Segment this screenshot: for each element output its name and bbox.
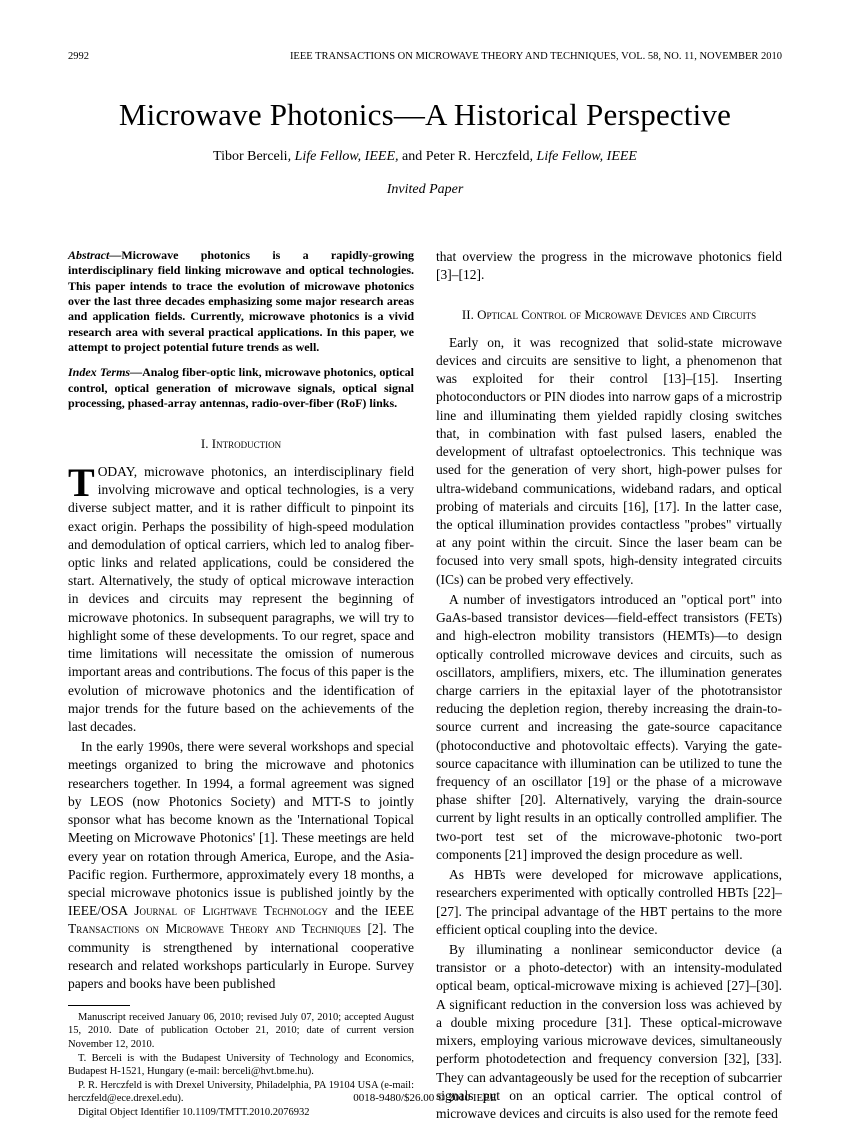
page-footer: 0018-9480/$26.00 © 2010 IEEE <box>0 1091 850 1106</box>
footnote-manuscript: Manuscript received January 06, 2010; re… <box>68 1011 414 1050</box>
abstract-block: Abstract—Microwave photonics is a rapidl… <box>68 248 414 356</box>
intro-paragraph-1: TODAY, microwave photonics, an interdisc… <box>68 463 414 736</box>
right-column: that overview the progress in the microw… <box>436 248 782 1125</box>
abstract-label: Abstract— <box>68 248 121 262</box>
intro-p2b: and the IEEE <box>328 903 414 918</box>
journal-jlt: Journal of Lightwave Technology <box>134 903 328 918</box>
col2-paragraph-2: A number of investigators introduced an … <box>436 591 782 864</box>
footnote-separator <box>68 1005 130 1006</box>
footnote-author-1: T. Berceli is with the Budapest Universi… <box>68 1052 414 1078</box>
left-column: Abstract—Microwave photonics is a rapidl… <box>68 248 414 1125</box>
section-2-heading: II. Optical Control of Microwave Devices… <box>436 306 782 324</box>
author-line: Tibor Berceli, Life Fellow, IEEE, and Pe… <box>68 148 782 167</box>
journal-tmtt: Transactions on Microwave Theory and Tec… <box>68 921 361 936</box>
invited-label: Invited Paper <box>68 181 782 200</box>
footnote-doi: Digital Object Identifier 10.1109/TMTT.2… <box>68 1106 414 1119</box>
page-number: 2992 <box>68 50 89 64</box>
author-1-name: Tibor Berceli <box>213 149 288 164</box>
author-2-name: Peter R. Herczfeld <box>426 149 530 164</box>
dropcap: T <box>68 463 98 499</box>
section-1-heading: I. Introduction <box>68 435 414 453</box>
intro-p2a: In the early 1990s, there were several w… <box>68 739 414 918</box>
author-1-affiliation: , Life Fellow, IEEE, <box>288 149 399 164</box>
paper-title: Microwave Photonics—A Historical Perspec… <box>68 94 782 136</box>
col2-paragraph-3: As HBTs were developed for microwave app… <box>436 866 782 939</box>
page-header: 2992 IEEE TRANSACTIONS ON MICROWAVE THEO… <box>68 50 782 64</box>
intro-paragraph-2: In the early 1990s, there were several w… <box>68 738 414 993</box>
index-terms-label: Index Terms— <box>68 365 142 379</box>
journal-info: IEEE TRANSACTIONS ON MICROWAVE THEORY AN… <box>290 50 782 64</box>
intro-p1-text: ODAY, microwave photonics, an interdisci… <box>68 464 414 734</box>
two-column-layout: Abstract—Microwave photonics is a rapidl… <box>68 248 782 1125</box>
index-terms-block: Index Terms—Analog fiber-optic link, mic… <box>68 365 414 411</box>
col2-continuation: that overview the progress in the microw… <box>436 248 782 284</box>
author-2-affiliation: , Life Fellow, IEEE <box>530 149 637 164</box>
col2-paragraph-1: Early on, it was recognized that solid-s… <box>436 334 782 589</box>
abstract-text: Microwave photonics is a rapidly-growing… <box>68 248 414 354</box>
author-connector: and <box>399 149 426 164</box>
